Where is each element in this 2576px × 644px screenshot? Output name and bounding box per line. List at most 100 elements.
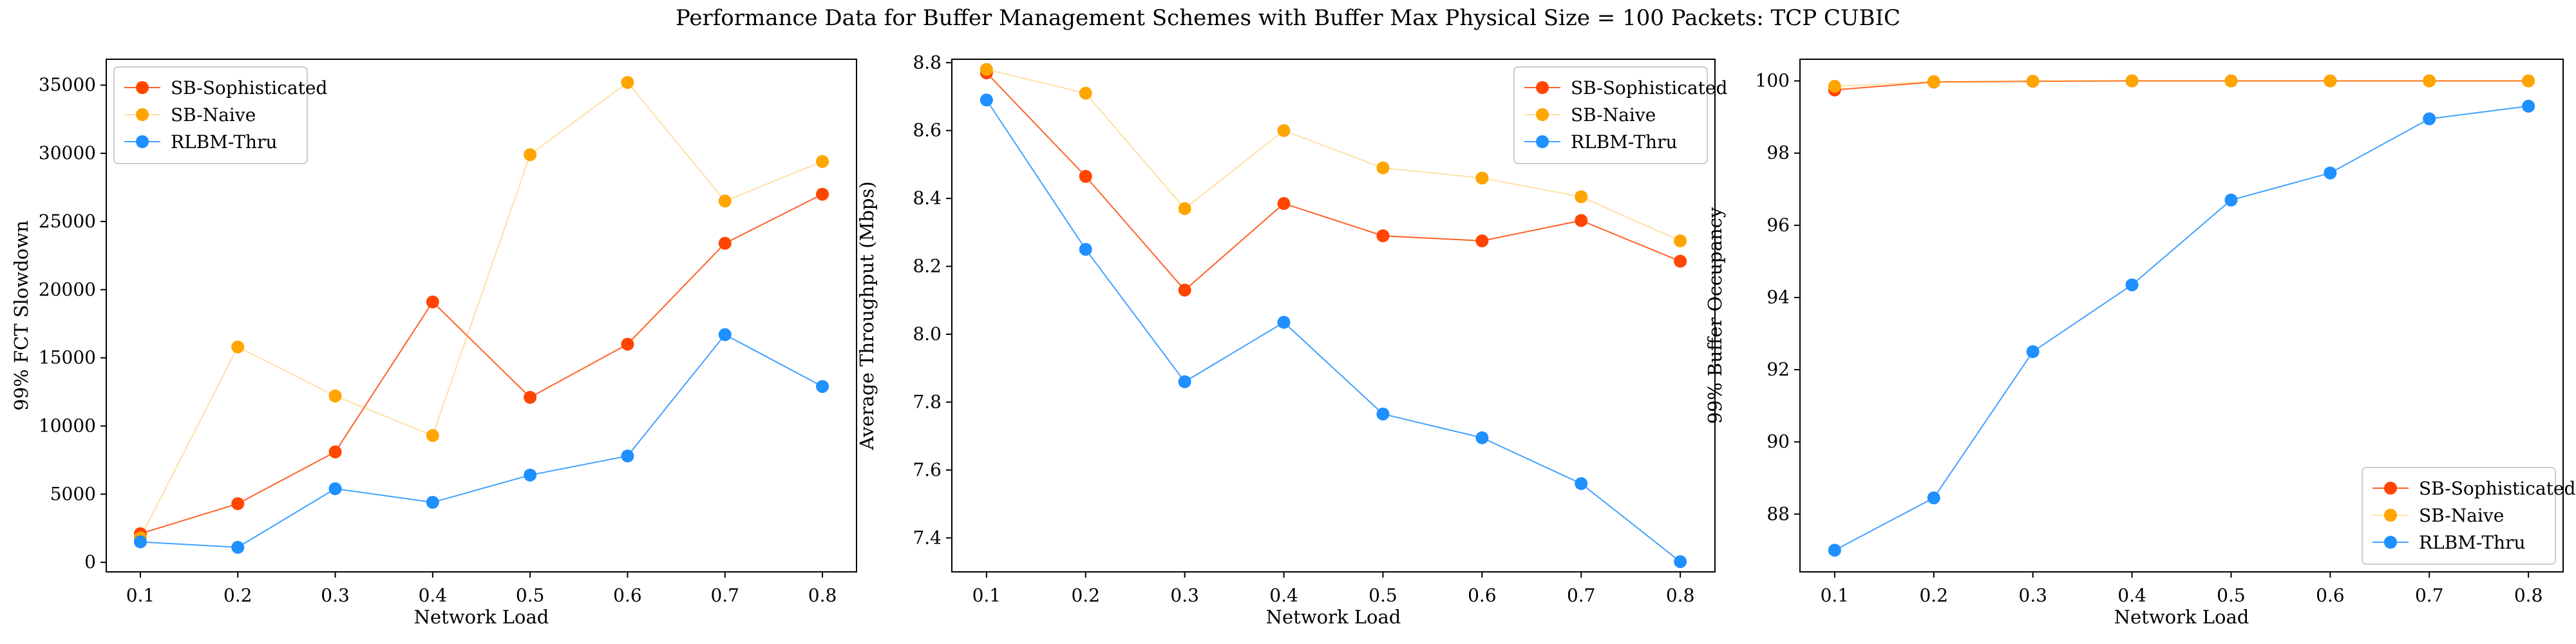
x-tick-label: 0.1 — [1821, 585, 1850, 606]
data-point-rlbm-thru — [1927, 491, 1940, 505]
data-point-sb-naive — [426, 429, 439, 442]
y-axis-label: 99% FCT Slowdown — [10, 220, 32, 411]
legend-marker-sb-sophisticated — [2384, 482, 2397, 495]
x-tick-label: 0.5 — [1368, 585, 1397, 606]
data-point-rlbm-thru — [231, 540, 245, 554]
legend-label-rlbm-thru: RLBM-Thru — [2419, 532, 2526, 553]
plot-frame — [1799, 59, 2564, 573]
legend: SB-Sophisticated SB-Naive RLBM-Thru — [1513, 66, 1727, 164]
y-tick-label: 5000 — [50, 483, 96, 504]
data-point-sb-sophisticated — [1376, 229, 1390, 243]
legend: SB-Sophisticated SB-Naive RLBM-Thru — [113, 66, 327, 164]
y-tick-label: 7.8 — [913, 391, 942, 412]
data-point-rlbm-thru — [2026, 345, 2040, 359]
data-point-sb-naive — [980, 62, 993, 76]
data-point-sb-sophisticated — [1674, 254, 1687, 268]
y-tick-label: 94 — [1766, 287, 1790, 308]
data-point-rlbm-thru — [1277, 316, 1291, 329]
y-tick-label: 8.4 — [913, 187, 942, 209]
data-point-sb-naive — [1828, 80, 1841, 93]
data-point-rlbm-thru — [426, 496, 439, 509]
legend-marker-sb-sophisticated — [136, 81, 149, 94]
legend-box — [1513, 66, 1708, 164]
x-tick-label: 0.2 — [223, 585, 252, 606]
x-tick-label: 0.7 — [1567, 585, 1596, 606]
data-point-sb-naive — [718, 194, 732, 208]
y-tick-label: 0 — [84, 551, 96, 573]
data-point-rlbm-thru — [980, 93, 993, 107]
y-tick-label: 8.6 — [913, 120, 942, 141]
y-tick-label: 8.2 — [913, 256, 942, 277]
plot-frame — [951, 59, 1716, 573]
data-point-sb-naive — [2224, 74, 2238, 88]
data-point-sb-naive — [2423, 74, 2436, 88]
data-point-rlbm-thru — [1674, 555, 1687, 569]
data-point-rlbm-thru — [718, 328, 732, 341]
data-point-sb-sophisticated — [231, 497, 245, 511]
legend-marker-sb-naive — [136, 108, 149, 121]
y-tick-label: 8.0 — [913, 323, 942, 345]
chart-panel-3: 0.1 0.2 0.3 0.4 0.5 0.6 0.7 0.8 88 90 92 94 96 98 100 N… — [1704, 59, 2575, 628]
y-tick-label: 98 — [1766, 142, 1790, 164]
data-point-sb-naive — [2522, 74, 2535, 88]
y-axis-label: 99% Buffer Occupancy — [1704, 207, 1726, 424]
y-tick-label: 7.6 — [913, 459, 942, 480]
y-tick-label: 7.4 — [913, 527, 942, 548]
x-tick-label: 0.7 — [2415, 585, 2444, 606]
legend-label-sb-naive: SB-Naive — [171, 104, 256, 126]
x-tick-label: 0.5 — [2217, 585, 2246, 606]
data-point-sb-naive — [1376, 161, 1390, 175]
legend-label-sb-naive: SB-Naive — [2419, 505, 2504, 526]
y-tick-label: 10000 — [39, 415, 96, 436]
y-tick-label: 15000 — [39, 347, 96, 368]
data-point-rlbm-thru — [2522, 99, 2535, 113]
data-point-sb-naive — [1575, 190, 1588, 204]
legend-marker-rlbm-thru — [2384, 536, 2397, 549]
legend-marker-rlbm-thru — [1536, 135, 1549, 148]
x-tick-label: 0.3 — [1170, 585, 1199, 606]
series-line-rlbm-thru — [1834, 105, 2529, 551]
x-tick-label: 0.4 — [2117, 585, 2146, 606]
legend-label-sb-sophisticated: SB-Sophisticated — [171, 77, 327, 99]
legend-marker-rlbm-thru — [136, 135, 149, 148]
data-point-sb-naive — [621, 75, 634, 89]
data-point-sb-naive — [328, 389, 342, 402]
data-point-sb-sophisticated — [816, 187, 829, 201]
data-point-rlbm-thru — [1475, 431, 1489, 444]
data-point-rlbm-thru — [621, 450, 634, 463]
series-line-sb-naive — [140, 81, 823, 538]
legend-label-rlbm-thru: RLBM-Thru — [1571, 131, 1678, 153]
data-point-rlbm-thru — [2324, 166, 2337, 180]
x-tick-label: 0.4 — [1269, 585, 1298, 606]
legend-label-sb-sophisticated: SB-Sophisticated — [2419, 478, 2575, 499]
y-tick-label: 30000 — [39, 142, 96, 164]
x-tick-label: 0.7 — [710, 585, 739, 606]
series-line-sb-naive — [986, 68, 1681, 242]
x-tick-label: 0.6 — [2316, 585, 2345, 606]
data-point-rlbm-thru — [2125, 278, 2139, 292]
data-point-sb-sophisticated — [621, 337, 634, 351]
y-tick-label: 90 — [1766, 431, 1790, 452]
legend-marker-sb-naive — [1536, 108, 1549, 121]
data-point-rlbm-thru — [2224, 193, 2238, 207]
x-tick-label: 0.8 — [808, 585, 837, 606]
data-point-sb-sophisticated — [524, 391, 537, 404]
legend-marker-sb-naive — [2384, 509, 2397, 522]
series-line-sb-sophisticated — [140, 193, 823, 535]
x-axis-label: Network Load — [2114, 606, 2249, 628]
data-point-sb-sophisticated — [1575, 214, 1588, 227]
data-point-sb-naive — [1927, 75, 1940, 88]
chart-panel-2: 0.1 0.2 0.3 0.4 0.5 0.6 0.7 0.8 7.4 7.6 7.8 8.0 8.2 8… — [856, 52, 1727, 628]
data-point-sb-naive — [1475, 171, 1489, 185]
x-tick-label: 0.2 — [1071, 585, 1100, 606]
series-line-sb-sophisticated — [986, 72, 1681, 291]
x-tick-label: 0.6 — [613, 585, 642, 606]
x-axis-label: Network Load — [414, 606, 549, 628]
x-tick-label: 0.1 — [126, 585, 155, 606]
data-point-sb-naive — [1178, 202, 1191, 215]
x-tick-label: 0.8 — [1666, 585, 1695, 606]
data-point-rlbm-thru — [1828, 544, 1841, 557]
y-axis-label: Average Throughput (Mbps) — [856, 181, 878, 450]
y-tick-label: 25000 — [39, 211, 96, 232]
x-tick-label: 0.4 — [419, 585, 448, 606]
